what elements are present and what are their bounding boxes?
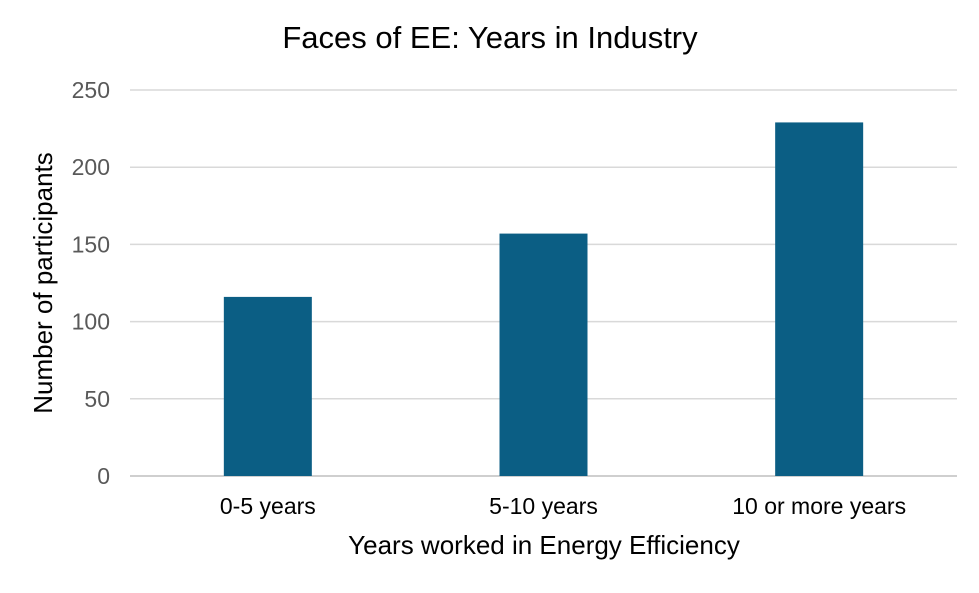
y-tick-label: 100 (72, 309, 110, 335)
bar-5-10-years (499, 233, 588, 476)
x-category-label: 0-5 years (220, 493, 316, 519)
bar-10-or-more-years (775, 122, 864, 476)
x-axis-categories: 0-5 years 5-10 years 10 or more years (220, 493, 906, 519)
x-category-label: 10 or more years (732, 493, 906, 519)
y-tick-label: 50 (84, 386, 110, 412)
bars (223, 122, 864, 476)
y-tick-label: 250 (72, 77, 110, 103)
y-tick-label: 200 (72, 154, 110, 180)
y-axis-ticks: 0 50 100 150 200 250 (72, 77, 110, 489)
x-axis-title: Years worked in Energy Efficiency (348, 530, 740, 560)
y-tick-label: 150 (72, 231, 110, 257)
y-tick-label: 0 (97, 463, 110, 489)
bar-0-5-years (223, 296, 312, 476)
y-axis-title: Number of participants (28, 152, 58, 414)
chart-title: Faces of EE: Years in Industry (282, 20, 698, 55)
x-category-label: 5-10 years (489, 493, 598, 519)
